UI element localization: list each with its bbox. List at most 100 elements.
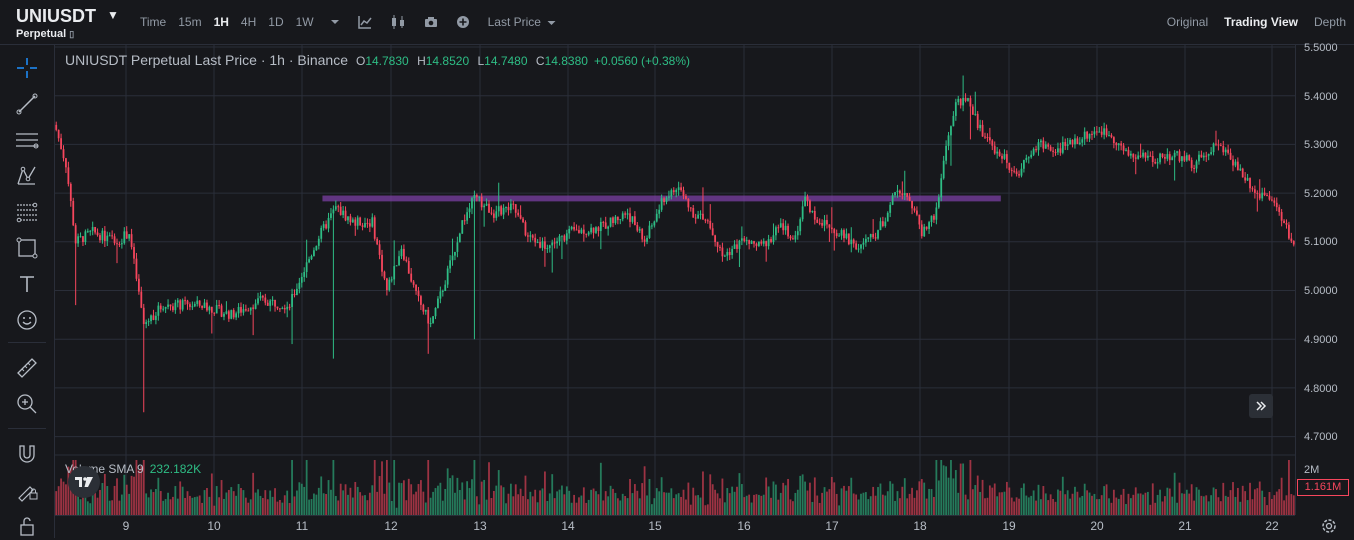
volume-bar [597, 494, 600, 515]
rectangle-icon[interactable] [13, 234, 41, 262]
interval-1d[interactable]: 1D [268, 15, 284, 29]
candle [471, 198, 473, 209]
more-intervals-icon[interactable] [330, 19, 340, 25]
view-trading-view[interactable]: Trading View [1224, 15, 1298, 29]
volume-bar [998, 492, 1001, 515]
volume-bar [422, 491, 425, 515]
candle [1144, 152, 1147, 158]
zoom-in-icon[interactable] [13, 390, 41, 418]
candle [969, 98, 972, 107]
price-chart[interactable] [55, 45, 1295, 515]
candle [787, 225, 789, 237]
volume-bar [383, 493, 386, 515]
tradingview-logo[interactable] [68, 466, 100, 498]
volume-bar [403, 480, 405, 515]
candle [643, 239, 646, 242]
volume-bar [490, 498, 493, 515]
pattern-icon[interactable] [13, 162, 41, 190]
unlock-icon[interactable] [13, 512, 41, 540]
candle [976, 113, 979, 129]
screenshot-icon[interactable] [424, 16, 438, 28]
volume-bar [677, 493, 680, 515]
candle [1234, 161, 1237, 166]
add-icon[interactable] [456, 15, 470, 29]
volume-bar [548, 493, 551, 515]
candle [1103, 128, 1106, 135]
candle [400, 248, 403, 257]
volume-bar [159, 491, 162, 515]
candle [1069, 139, 1071, 145]
volume-bar [835, 493, 838, 515]
time-button[interactable]: Time [140, 15, 167, 29]
candle [388, 279, 391, 291]
candle [672, 190, 675, 193]
volume-bar [164, 499, 167, 515]
candle [1229, 152, 1232, 160]
volume-bar [1042, 486, 1045, 515]
emoji-icon[interactable] [13, 306, 41, 334]
candle [743, 238, 746, 241]
volume-bar [996, 496, 999, 515]
volume-bar [689, 504, 692, 515]
candle [344, 210, 347, 221]
text-icon[interactable] [13, 270, 41, 298]
candle [937, 197, 940, 208]
volume-bar [502, 487, 505, 515]
volume-bar [1198, 489, 1200, 515]
candle [561, 235, 563, 237]
volume-bar [412, 494, 415, 515]
candle [855, 243, 858, 250]
candle [993, 145, 996, 154]
fib-retracement-icon[interactable] [13, 198, 41, 226]
trend-line-icon[interactable] [13, 90, 41, 118]
settings-icon[interactable] [1320, 517, 1338, 535]
price-type-dropdown[interactable]: Last Price [488, 15, 557, 29]
volume-bar [607, 496, 610, 515]
view-original[interactable]: Original [1166, 15, 1209, 29]
candle [1236, 161, 1239, 171]
volume-bar [930, 489, 933, 515]
candle [174, 302, 177, 311]
magnet-icon[interactable] [13, 440, 41, 468]
interval-1h[interactable]: 1H [213, 15, 229, 29]
ruler-icon[interactable] [13, 354, 41, 382]
crosshair-icon[interactable] [13, 54, 41, 82]
interval-4h[interactable]: 4H [240, 15, 257, 29]
time-axis[interactable]: 9 10 11 12 13 14 15 16 17 18 19 20 21 22 [55, 515, 1295, 539]
volume-bar [704, 505, 707, 515]
horizontal-lines-icon[interactable] [13, 126, 41, 154]
candle [604, 222, 607, 229]
symbol-dropdown-icon[interactable]: ▼ [107, 8, 119, 22]
volume-sma-value: 232.182K [149, 462, 202, 476]
candle [536, 242, 539, 244]
candle [1173, 152, 1176, 158]
volume-bar [818, 502, 821, 515]
candle [1224, 149, 1227, 153]
scroll-to-realtime-button[interactable] [1249, 394, 1273, 418]
price-axis[interactable]: 5.5000 5.4000 5.3000 5.2000 5.1000 5.000… [1295, 42, 1354, 515]
candle [1013, 170, 1016, 172]
candle [682, 190, 685, 197]
volume-bar [850, 477, 853, 515]
chart-type-icon[interactable] [390, 15, 406, 29]
candle [364, 223, 366, 227]
indicators-icon[interactable] [357, 15, 372, 29]
candle [451, 255, 454, 261]
volume-bar [1212, 487, 1215, 515]
candle [1122, 145, 1125, 151]
candle [1198, 154, 1200, 162]
candle [72, 200, 75, 226]
view-depth[interactable]: Depth [1313, 15, 1346, 29]
symbol-name[interactable]: UNIUSDT [16, 6, 96, 26]
candle [320, 227, 323, 239]
volume-bar [1117, 498, 1120, 515]
interval-1w[interactable]: 1W [295, 15, 314, 29]
candle [548, 245, 551, 249]
interval-15m[interactable]: 15m [178, 15, 202, 29]
volume-bar [1202, 496, 1205, 515]
candle [1010, 169, 1013, 171]
volume-bar [89, 503, 92, 515]
candle [539, 242, 541, 248]
candle [128, 234, 131, 239]
lock-drawings-icon[interactable] [13, 476, 41, 504]
